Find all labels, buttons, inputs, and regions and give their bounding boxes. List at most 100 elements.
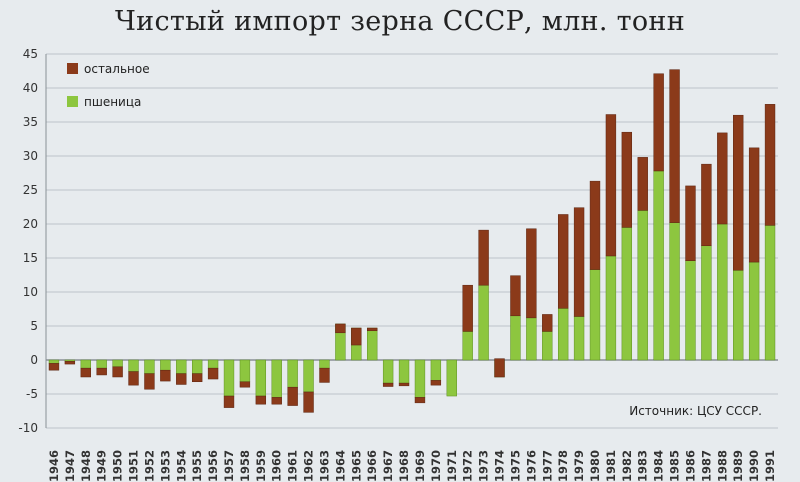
source-note: Источник: ЦСУ СССР. <box>629 404 762 418</box>
bar-wheat-1955 <box>191 359 203 374</box>
x-tick-label: 1961 <box>286 450 300 482</box>
bar-other-1951 <box>128 371 139 386</box>
x-tick-label: 1981 <box>604 450 618 482</box>
x-tick-label: 1970 <box>429 450 443 482</box>
bar-other-1946 <box>48 363 60 371</box>
bar-wheat-1966 <box>367 327 378 361</box>
x-tick-label: 1954 <box>174 450 188 482</box>
bar-other-1990 <box>748 147 760 263</box>
x-tick-label: 1990 <box>747 450 761 482</box>
x-tick-label: 1957 <box>222 450 236 482</box>
bar-other-1955 <box>191 373 203 383</box>
x-tick-label: 1959 <box>254 450 268 482</box>
x-tick-label: 1985 <box>668 450 682 482</box>
bar-other-1987 <box>701 163 712 247</box>
bar-other-1954 <box>176 373 187 385</box>
bar-other-1973 <box>478 229 489 286</box>
x-tick-label: 1974 <box>493 450 507 482</box>
bar-other-1978 <box>557 214 569 309</box>
legend-swatch-wheat <box>67 96 78 107</box>
bar-other-1969 <box>414 397 426 404</box>
y-tick-label: 40 <box>23 81 38 95</box>
bar-other-1970 <box>430 380 442 386</box>
y-tick-label: 35 <box>23 115 38 129</box>
x-tick-label: 1976 <box>524 450 538 482</box>
bar-wheat-1977 <box>542 331 553 361</box>
bar-wheat-1968 <box>398 359 410 384</box>
y-tick-label: 10 <box>23 285 38 299</box>
x-tick-label: 1986 <box>683 450 697 482</box>
bar-wheat-1948 <box>80 359 91 369</box>
y-tick-label: 5 <box>30 319 38 333</box>
bar-other-1983 <box>637 157 648 211</box>
bar-other-1953 <box>160 369 171 382</box>
bar-wheat-1978 <box>557 308 569 361</box>
bar-other-1959 <box>255 395 267 405</box>
bar-wheat-1987 <box>701 245 712 361</box>
x-tick-label: 1969 <box>413 450 427 482</box>
bar-wheat-1980 <box>589 269 601 361</box>
bar-wheat-1957 <box>223 359 235 397</box>
bar-other-1974 <box>494 358 505 378</box>
x-tick-label: 1947 <box>63 450 77 482</box>
x-tick-label: 1956 <box>206 450 220 482</box>
bar-other-1985 <box>669 69 680 223</box>
bar-wheat-1950 <box>112 359 123 368</box>
x-tick-label: 1977 <box>540 450 554 482</box>
bar-other-1958 <box>239 381 251 388</box>
bar-wheat-1973 <box>478 284 489 361</box>
y-tick-label: 25 <box>23 183 38 197</box>
grid-layer <box>46 53 778 429</box>
y-tick-label: 30 <box>23 149 38 163</box>
bar-wheat-1991 <box>764 225 776 361</box>
bar-other-1947 <box>64 361 76 365</box>
x-tick-label: 1950 <box>111 450 125 482</box>
bar-wheat-1954 <box>176 359 187 374</box>
bar-other-1950 <box>112 366 123 378</box>
x-tick-label: 1960 <box>270 450 284 482</box>
bar-other-1981 <box>605 114 617 257</box>
bar-other-1960 <box>271 397 282 405</box>
bar-wheat-1985 <box>669 222 680 361</box>
x-tick-label: 1958 <box>238 450 252 482</box>
bar-wheat-1963 <box>319 359 330 369</box>
bar-wheat-1986 <box>685 260 696 361</box>
y-tick-label: 15 <box>23 251 38 265</box>
y-tick-label: -5 <box>26 387 38 401</box>
bar-other-1988 <box>717 132 728 225</box>
x-tick-label: 1987 <box>699 450 713 482</box>
bar-other-1949 <box>96 367 107 376</box>
x-tick-label: 1951 <box>127 450 141 482</box>
bar-wheat-1981 <box>605 255 617 361</box>
x-tick-label: 1980 <box>588 450 602 482</box>
bar-wheat-1988 <box>717 223 728 361</box>
x-tick-label: 1965 <box>349 450 363 482</box>
y-tick-label: 0 <box>30 353 38 367</box>
legend-label-other: остальное <box>84 62 150 76</box>
bar-wheat-1960 <box>271 359 282 398</box>
bar-other-1962 <box>303 391 314 413</box>
bar-wheat-1990 <box>748 261 760 361</box>
bar-other-1967 <box>382 382 394 387</box>
bar-other-1989 <box>733 114 744 271</box>
bar-wheat-1952 <box>144 359 155 374</box>
bar-other-1952 <box>144 373 155 390</box>
bar-other-1956 <box>207 367 219 380</box>
x-tick-label: 1955 <box>190 450 204 482</box>
y-tick-label: 20 <box>23 217 38 231</box>
bar-wheat-1982 <box>621 227 633 361</box>
x-tick-label: 1962 <box>302 450 316 482</box>
bar-layer <box>48 69 776 413</box>
bar-other-1984 <box>653 73 664 172</box>
bar-other-1965 <box>351 327 362 346</box>
bar-wheat-1946 <box>48 359 60 364</box>
x-tick-label: 1979 <box>572 450 586 482</box>
bar-other-1986 <box>685 185 696 261</box>
bar-wheat-1984 <box>653 170 664 361</box>
bar-wheat-1969 <box>414 359 426 398</box>
bar-other-1963 <box>319 367 330 383</box>
x-tick-label: 1968 <box>397 450 411 482</box>
bar-wheat-1956 <box>207 359 219 369</box>
